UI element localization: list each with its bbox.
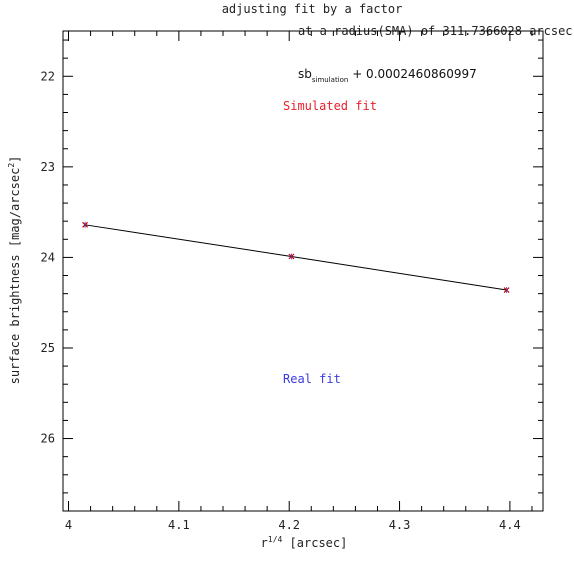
x-tick-label: 4.3 (389, 518, 411, 532)
x-tick-label: 4.2 (278, 518, 300, 532)
axis-ticks (63, 31, 543, 512)
data-point-marker (82, 221, 88, 228)
y-tick-label: 24 (41, 250, 55, 264)
y-axis-label: surface brightness [mag/arcsec2] (7, 156, 22, 385)
chart-title: adjusting fit by a factor at a radius(SM… (222, 2, 573, 38)
y-tick-labels: 22 23 24 25 26 (41, 69, 55, 445)
real-fit-label: Real fit (283, 372, 341, 386)
y-tick-label: 25 (41, 341, 55, 355)
x-axis-label: r1/4 [arcsec] (261, 535, 348, 550)
y-tick-label: 22 (41, 69, 55, 83)
x-tick-label: 4.1 (168, 518, 190, 532)
y-tick-label: 23 (41, 160, 55, 174)
data-point-marker (288, 253, 295, 260)
fit-line (84, 224, 507, 291)
x-tick-label: 4 (65, 518, 72, 532)
data-series (82, 221, 510, 294)
y-tick-label: 26 (41, 432, 55, 446)
simulated-fit-label: Simulated fit (283, 99, 377, 113)
data-point-marker (503, 287, 510, 294)
x-tick-label: 4.4 (499, 518, 521, 532)
title-line-1: adjusting fit by a factor (222, 2, 403, 16)
formula-annotation: sbsimulation + 0.0002460860997 (298, 67, 477, 84)
x-tick-labels: 4 4.1 4.2 4.3 4.4 (65, 518, 521, 532)
plot-frame (62, 30, 544, 512)
